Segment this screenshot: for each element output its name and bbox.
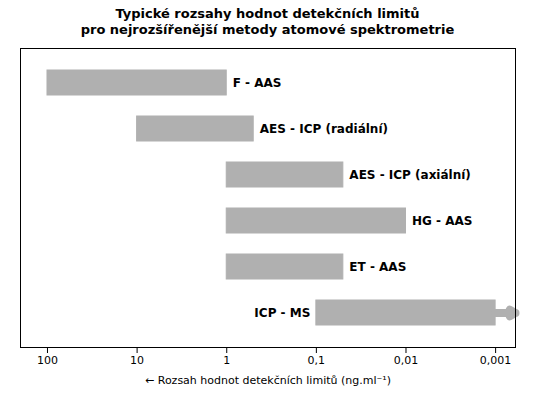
svg-text:1: 1 [223,354,230,367]
svg-text:AES - ICP (axiální): AES - ICP (axiální) [349,168,471,182]
svg-text:10: 10 [130,354,144,367]
svg-text:100: 100 [37,354,58,367]
svg-text:AES - ICP (radiální): AES - ICP (radiální) [260,122,388,136]
svg-text:0,1: 0,1 [308,354,326,367]
svg-text:HG - AAS: HG - AAS [412,214,472,228]
svg-text:F - AAS: F - AAS [233,76,282,90]
svg-text:ET - AAS: ET - AAS [349,260,406,274]
svg-text:← Rozsah hodnot detekčních lim: ← Rozsah hodnot detekčních limitů (ng.ml… [145,374,391,387]
svg-text:ICP - MS: ICP - MS [254,306,310,320]
svg-text:0,01: 0,01 [394,354,419,367]
html-text:Typické rozsahy hodnot detekčn: Typické rozsahy hodnot detekčních limitů [115,6,420,21]
html-text:pro nejrozšířenější metody ato: pro nejrozšířenější metody atomové spekt… [80,22,455,37]
svg-text:0,001: 0,001 [480,354,512,367]
